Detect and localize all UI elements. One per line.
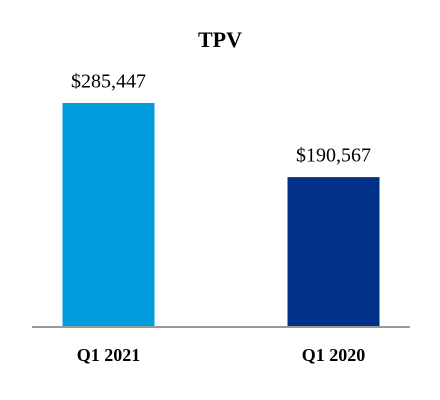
x-tick-label: Q1 2020 [302, 345, 366, 365]
bar [62, 103, 155, 326]
chart-title: TPV [198, 27, 242, 52]
value-label: $285,447 [71, 71, 146, 93]
x-tick-label: Q1 2021 [77, 345, 141, 365]
value-label: $190,567 [296, 145, 371, 167]
bar [287, 177, 380, 326]
